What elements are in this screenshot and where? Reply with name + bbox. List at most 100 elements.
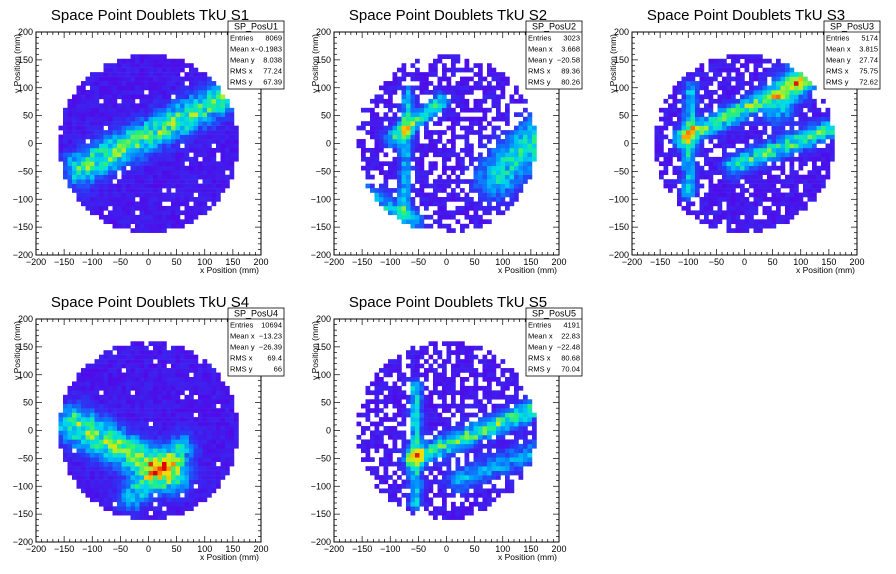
heatmap-cell (153, 152, 158, 158)
heatmap-cell (211, 417, 217, 422)
heatmap-cell (171, 170, 176, 175)
heatmap-cell (121, 205, 127, 211)
heatmap-cell (681, 85, 687, 91)
heatmap-cell (776, 188, 781, 193)
heatmap-cell (527, 152, 533, 158)
heatmap-cell (473, 63, 479, 68)
heatmap-cell (193, 143, 199, 149)
heatmap-cell (758, 89, 763, 95)
heatmap-cell (175, 457, 181, 462)
heatmap-cell (121, 210, 127, 216)
heatmap-cell (672, 179, 678, 184)
heatmap-cell (153, 81, 158, 86)
heatmap-cell (735, 130, 741, 135)
heatmap-cell (505, 183, 510, 189)
heatmap-cell (803, 147, 808, 153)
heatmap-cell (103, 76, 109, 82)
heatmap-cell (708, 210, 714, 216)
heatmap-cell (518, 179, 524, 184)
heatmap-cell (821, 165, 826, 171)
heatmap-cell (63, 130, 68, 135)
heatmap-cell (437, 205, 443, 211)
heatmap-cell (94, 434, 100, 440)
heatmap-cell (85, 448, 91, 454)
heatmap-cell (162, 372, 167, 378)
heatmap-cell (406, 139, 411, 144)
heatmap-cell (211, 156, 217, 162)
heatmap-cell (383, 116, 389, 122)
heatmap-cell (148, 139, 154, 144)
heatmap-cell (722, 165, 727, 171)
heatmap-cell (189, 174, 194, 180)
heatmap-cell (825, 174, 831, 180)
heatmap-cell (726, 72, 732, 77)
heatmap-cell (126, 439, 131, 445)
heatmap-cell (442, 98, 447, 104)
heatmap-cell (415, 147, 420, 153)
heatmap-cell (117, 430, 122, 436)
heatmap-cell (99, 161, 104, 167)
heatmap-cell (162, 94, 167, 100)
heatmap-cell (166, 385, 172, 391)
heatmap-cell (72, 147, 77, 153)
heatmap-cell (410, 112, 416, 117)
heatmap-cell (162, 210, 167, 216)
heatmap-cell (153, 417, 158, 422)
heatmap-cell (397, 201, 402, 207)
heatmap-cell (392, 174, 398, 180)
heatmap-cell (789, 210, 795, 216)
heatmap-cell (451, 165, 456, 171)
y-tick-label: 100 (614, 83, 629, 93)
heatmap-cell (153, 161, 158, 167)
heatmap-cell (392, 156, 398, 162)
heatmap-cell (94, 488, 100, 494)
heatmap-cell (193, 376, 199, 382)
heatmap-cell (76, 376, 82, 382)
heatmap-cell (220, 434, 226, 440)
heatmap-cell (410, 98, 416, 104)
heatmap-cell (397, 121, 402, 126)
heatmap-cell (690, 143, 696, 149)
heatmap-cell (708, 94, 714, 100)
heatmap-cell (410, 134, 416, 140)
heatmap-cell (130, 165, 136, 171)
heatmap-cell (397, 139, 402, 144)
heatmap-cell (76, 443, 82, 449)
heatmap-cell (415, 139, 420, 144)
heatmap-cell (72, 179, 77, 184)
heatmap-cell (81, 192, 86, 198)
heatmap-cell (789, 112, 795, 117)
heatmap-cell (112, 421, 118, 427)
heatmap-cell (198, 430, 203, 436)
heatmap-cell (713, 130, 718, 135)
heatmap-cell (446, 98, 452, 104)
heatmap-cell (514, 170, 519, 175)
heatmap-cell (496, 143, 501, 149)
heatmap-cell (76, 192, 82, 198)
heatmap-cell (121, 112, 127, 117)
heatmap-cell (207, 372, 212, 378)
heatmap-cell (67, 390, 73, 396)
heatmap-cell (81, 81, 86, 86)
heatmap-cell (198, 470, 203, 476)
heatmap-cell (442, 197, 447, 202)
heatmap-cell (415, 219, 420, 225)
heatmap-cell (135, 488, 140, 494)
heatmap-cell (135, 152, 140, 158)
heatmap-cell (460, 134, 465, 140)
heatmap-cell (94, 143, 100, 149)
heatmap-cell (672, 94, 678, 100)
heatmap-cell (744, 94, 750, 100)
heatmap-cell (686, 192, 691, 198)
heatmap-cell (514, 143, 519, 149)
heatmap-cell (424, 214, 429, 220)
heatmap-cell (749, 214, 754, 220)
heatmap-cell (758, 85, 763, 91)
heatmap-cell (473, 81, 479, 86)
heatmap-cell (686, 112, 691, 117)
heatmap-cell (175, 484, 181, 489)
heatmap-cell (153, 72, 158, 77)
heatmap-cell (189, 205, 194, 211)
heatmap-cell (455, 103, 461, 109)
heatmap-cell (153, 201, 158, 207)
